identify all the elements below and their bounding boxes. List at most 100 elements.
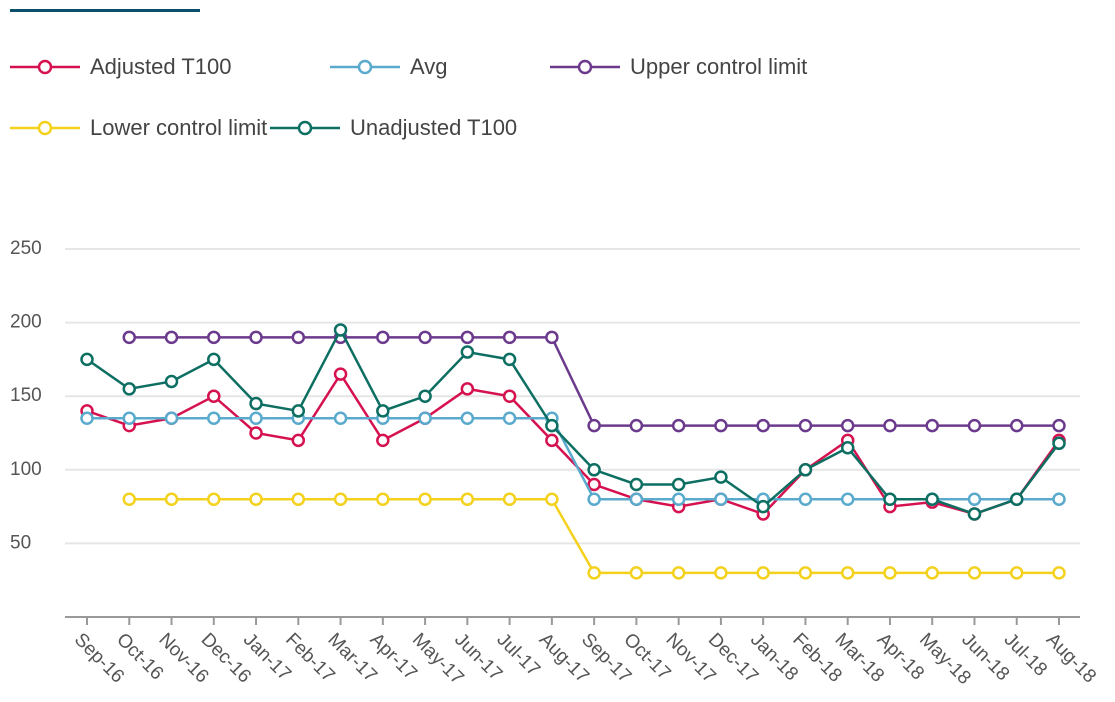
legend-label: Upper control limit xyxy=(630,54,807,79)
data-point xyxy=(714,492,728,506)
data-point xyxy=(80,352,94,367)
data-point xyxy=(587,418,601,433)
data-point xyxy=(502,330,517,345)
data-point xyxy=(376,330,390,345)
data-point xyxy=(545,330,559,345)
data-point xyxy=(333,367,348,381)
data-point xyxy=(629,418,644,433)
data-point xyxy=(291,492,306,506)
data-point xyxy=(925,566,939,580)
data-point xyxy=(502,389,517,403)
y-tick-label: 250 xyxy=(10,238,42,259)
data-point xyxy=(418,389,432,403)
data-point xyxy=(587,477,601,492)
data-point xyxy=(714,470,728,484)
data-point xyxy=(798,463,813,477)
data-point xyxy=(545,418,559,433)
title-underline xyxy=(10,9,200,12)
data-point xyxy=(629,566,644,580)
data-point xyxy=(714,418,728,433)
series-line xyxy=(86,327,1060,516)
data-point xyxy=(460,330,475,345)
data-point xyxy=(291,433,306,448)
data-point xyxy=(418,492,432,506)
data-point xyxy=(714,566,728,580)
legend-marker xyxy=(357,59,373,75)
data-point xyxy=(333,492,348,506)
legend-marker xyxy=(37,59,53,75)
data-point xyxy=(587,566,601,580)
data-point xyxy=(840,418,855,433)
data-point xyxy=(207,492,221,506)
data-point xyxy=(671,418,686,433)
data-point xyxy=(545,433,559,448)
series-line xyxy=(129,336,1059,427)
data-point xyxy=(333,411,348,426)
data-point xyxy=(756,499,770,514)
data-point xyxy=(207,330,221,345)
legend-label: Adjusted T100 xyxy=(90,54,231,79)
data-point xyxy=(840,492,855,506)
data-point xyxy=(840,440,855,455)
data-point xyxy=(629,477,644,492)
data-point xyxy=(967,418,982,433)
y-tick-label: 100 xyxy=(10,459,42,480)
legend-label: Lower control limit xyxy=(90,115,267,140)
legend-label: Unadjusted T100 xyxy=(350,115,517,140)
data-point xyxy=(122,382,137,396)
data-point xyxy=(164,492,179,506)
data-point xyxy=(502,411,517,426)
data-point xyxy=(883,492,897,506)
data-point xyxy=(587,463,601,477)
data-point xyxy=(756,418,770,433)
data-point xyxy=(671,566,686,580)
data-point xyxy=(249,396,263,411)
data-point xyxy=(798,418,813,433)
data-point xyxy=(460,492,475,506)
data-point xyxy=(1009,492,1024,506)
data-point xyxy=(756,566,770,580)
data-point xyxy=(502,492,517,506)
data-point xyxy=(460,411,475,426)
data-point xyxy=(376,492,390,506)
data-point xyxy=(1052,436,1066,451)
data-point xyxy=(207,389,221,403)
data-point xyxy=(967,566,982,580)
data-point xyxy=(207,411,221,426)
data-point xyxy=(80,411,94,426)
data-point xyxy=(249,492,263,506)
data-point xyxy=(545,492,559,506)
y-tick-label: 150 xyxy=(10,385,42,406)
legend-marker xyxy=(37,120,53,136)
data-point xyxy=(840,566,855,580)
data-point xyxy=(502,352,517,367)
x-tick-label: Aug-18 xyxy=(1042,629,1100,687)
data-point xyxy=(629,492,644,506)
data-point xyxy=(883,418,897,433)
legend-label: Avg xyxy=(410,54,448,79)
data-point xyxy=(122,330,137,345)
data-point xyxy=(883,566,897,580)
data-point xyxy=(249,426,263,440)
data-point xyxy=(798,566,813,580)
y-tick-label: 200 xyxy=(10,312,42,333)
data-point xyxy=(925,492,939,506)
legend: Adjusted T100 Avg Upper control limit Lower… xyxy=(10,54,807,140)
data-point xyxy=(291,404,306,418)
data-point xyxy=(671,477,686,492)
series-line xyxy=(129,497,1059,575)
data-point xyxy=(967,507,982,521)
data-point xyxy=(122,492,137,506)
series-line xyxy=(86,371,1061,516)
data-point xyxy=(460,345,475,359)
data-point xyxy=(1009,566,1024,580)
data-point xyxy=(671,492,686,506)
data-point xyxy=(925,418,939,433)
data-point xyxy=(460,382,475,396)
data-point xyxy=(164,411,179,426)
data-point xyxy=(1052,418,1066,433)
legend-marker xyxy=(297,120,313,136)
data-point xyxy=(333,323,348,337)
data-point xyxy=(291,330,306,345)
